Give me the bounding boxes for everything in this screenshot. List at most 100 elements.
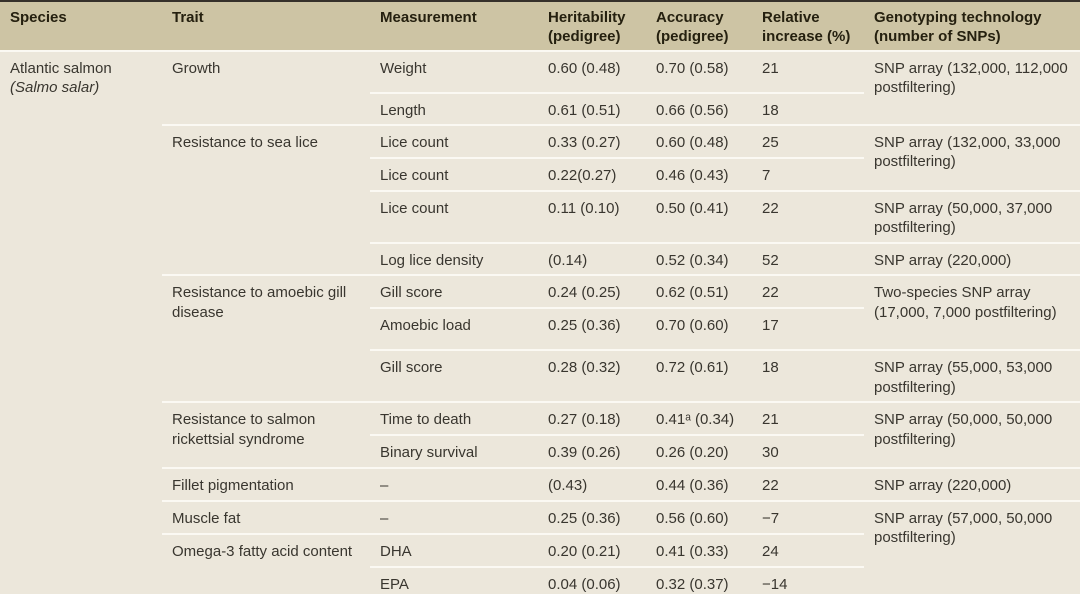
header-row: Species Trait Measurement Heritability (… <box>0 2 1080 53</box>
measurement-cell: – <box>370 466 538 500</box>
measurement-cell: EPA <box>370 565 538 594</box>
genotyping-cell: SNP array (132,000, 112,000 postfilterin… <box>864 52 1080 125</box>
trait-cell: Resistance to sea lice <box>162 124 370 275</box>
heritability-cell: 0.25 (0.36) <box>538 499 646 533</box>
measurement-cell: DHA <box>370 532 538 566</box>
relative-increase-cell: 21 <box>752 52 864 93</box>
heritability-cell: 0.60 (0.48) <box>538 52 646 93</box>
trait-cell: Omega-3 fatty acid content <box>162 532 370 594</box>
heritability-cell: 0.04 (0.06) <box>538 565 646 594</box>
relative-increase-cell: 22 <box>752 190 864 243</box>
accuracy-cell: 0.70 (0.58) <box>646 52 752 93</box>
genotyping-cell: SNP array (50,000, 37,000 postfiltering) <box>864 190 1080 243</box>
genotyping-cell: SNP array (132,000, 33,000 postfiltering… <box>864 124 1080 191</box>
table-row: Resistance to amoebic gill disease Gill … <box>0 274 1080 402</box>
relative-increase-cell: 22 <box>752 466 864 500</box>
table-row: Muscle fat – 0.25 (0.36) 0.56 (0.60) −7 … <box>0 499 1080 594</box>
accuracy-cell: 0.32 (0.37) <box>646 565 752 594</box>
heritability-cell: 0.20 (0.21) <box>538 532 646 566</box>
accuracy-cell: 0.41 (0.33) <box>646 532 752 566</box>
genotyping-cell: Two-species SNP array (17,000, 7,000 pos… <box>864 274 1080 350</box>
relative-increase-cell: 25 <box>752 124 864 158</box>
col-header-measurement: Measurement <box>370 2 538 53</box>
genotyping-cell: SNP array (220,000) <box>864 242 1080 275</box>
col-header-heritability: Heritability (pedigree) <box>538 2 646 53</box>
genotyping-cell: SNP array (220,000) <box>864 466 1080 500</box>
relative-increase-cell: 17 <box>752 307 864 350</box>
heritability-cell: 0.22(0.27) <box>538 157 646 191</box>
measurement-cell: Lice count <box>370 190 538 243</box>
col-header-trait: Trait <box>162 2 370 53</box>
heritability-cell: 0.39 (0.26) <box>538 434 646 467</box>
measurement-cell: Binary survival <box>370 434 538 467</box>
genotyping-cell: SNP array (50,000, 50,000 postfiltering) <box>864 401 1080 467</box>
species-cell: Atlantic salmon (Salmo salar) <box>0 52 162 594</box>
accuracy-cell: 0.44 (0.36) <box>646 466 752 500</box>
table-row: Log lice density (0.14) 0.52 (0.34) 52 S… <box>0 242 1080 275</box>
measurement-cell: Amoebic load <box>370 307 538 350</box>
relative-increase-cell: −7 <box>752 499 864 533</box>
relative-increase-cell: −14 <box>752 565 864 594</box>
accuracy-cell: 0.41ᵃ (0.34) <box>646 401 752 435</box>
table-row: Amoebic load 0.25 (0.36) 0.70 (0.60) 17 <box>0 307 1080 350</box>
accuracy-cell: 0.70 (0.60) <box>646 307 752 350</box>
col-header-genotyping: Genotyping technology (number of SNPs) <box>864 2 1080 53</box>
measurement-cell: Gill score <box>370 349 538 402</box>
col-header-species: Species <box>0 2 162 53</box>
table-row: Lice count 0.22(0.27) 0.46 (0.43) 7 <box>0 157 1080 191</box>
table-row: Omega-3 fatty acid content DHA 0.20 (0.2… <box>0 532 1080 594</box>
genotyping-cell: SNP array (57,000, 50,000 postfiltering) <box>864 499 1080 594</box>
trait-cell: Resistance to amoebic gill disease <box>162 274 370 402</box>
relative-increase-cell: 22 <box>752 274 864 308</box>
measurement-cell: Lice count <box>370 157 538 191</box>
heritability-cell: 0.61 (0.51) <box>538 92 646 125</box>
table-row: Gill score 0.28 (0.32) 0.72 (0.61) 18 SN… <box>0 349 1080 402</box>
accuracy-cell: 0.60 (0.48) <box>646 124 752 158</box>
table-row: Atlantic salmon (Salmo salar) Growth Wei… <box>0 52 1080 594</box>
heritability-cell: 0.28 (0.32) <box>538 349 646 402</box>
table-row: Length 0.61 (0.51) 0.66 (0.56) 18 <box>0 92 1080 125</box>
heritability-cell: 0.24 (0.25) <box>538 274 646 308</box>
trait-cell: Resistance to salmon rickettsial syndrom… <box>162 401 370 467</box>
genotyping-cell: SNP array (55,000, 53,000 postfiltering) <box>864 349 1080 402</box>
measurement-cell: Time to death <box>370 401 538 435</box>
heritability-cell: (0.14) <box>538 242 646 275</box>
relative-increase-cell: 21 <box>752 401 864 435</box>
table-row: Resistance to sea lice Lice count 0.33 (… <box>0 124 1080 275</box>
relative-increase-cell: 30 <box>752 434 864 467</box>
accuracy-cell: 0.62 (0.51) <box>646 274 752 308</box>
relative-increase-cell: 52 <box>752 242 864 275</box>
relative-increase-cell: 18 <box>752 92 864 125</box>
heritability-cell: 0.25 (0.36) <box>538 307 646 350</box>
measurement-cell: Length <box>370 92 538 125</box>
table-row: EPA 0.04 (0.06) 0.32 (0.37) −14 <box>0 565 1080 594</box>
accuracy-cell: 0.72 (0.61) <box>646 349 752 402</box>
table-row: Fillet pigmentation – (0.43) 0.44 (0.36)… <box>0 466 1080 500</box>
col-header-accuracy: Accuracy (pedigree) <box>646 2 752 53</box>
accuracy-cell: 0.46 (0.43) <box>646 157 752 191</box>
trait-cell: Muscle fat <box>162 499 370 533</box>
measurement-cell: Lice count <box>370 124 538 158</box>
accuracy-cell: 0.66 (0.56) <box>646 92 752 125</box>
heritability-cell: (0.43) <box>538 466 646 500</box>
col-header-relative-increase: Relative increase (%) <box>752 2 864 53</box>
heritability-cell: 0.33 (0.27) <box>538 124 646 158</box>
measurement-cell: – <box>370 499 538 533</box>
measurement-cell: Weight <box>370 52 538 93</box>
accuracy-cell: 0.26 (0.20) <box>646 434 752 467</box>
table-row: Resistance to salmon rickettsial syndrom… <box>0 401 1080 467</box>
accuracy-cell: 0.50 (0.41) <box>646 190 752 243</box>
relative-increase-cell: 7 <box>752 157 864 191</box>
accuracy-cell: 0.56 (0.60) <box>646 499 752 533</box>
relative-increase-cell: 18 <box>752 349 864 402</box>
trait-cell: Fillet pigmentation <box>162 466 370 500</box>
relative-increase-cell: 24 <box>752 532 864 566</box>
accuracy-cell: 0.52 (0.34) <box>646 242 752 275</box>
table-row: Lice count 0.11 (0.10) 0.50 (0.41) 22 SN… <box>0 190 1080 243</box>
heritability-cell: 0.11 (0.10) <box>538 190 646 243</box>
species-latin-name: (Salmo salar) <box>10 79 100 97</box>
heritability-cell: 0.27 (0.18) <box>538 401 646 435</box>
table-row: Binary survival 0.39 (0.26) 0.26 (0.20) … <box>0 434 1080 467</box>
